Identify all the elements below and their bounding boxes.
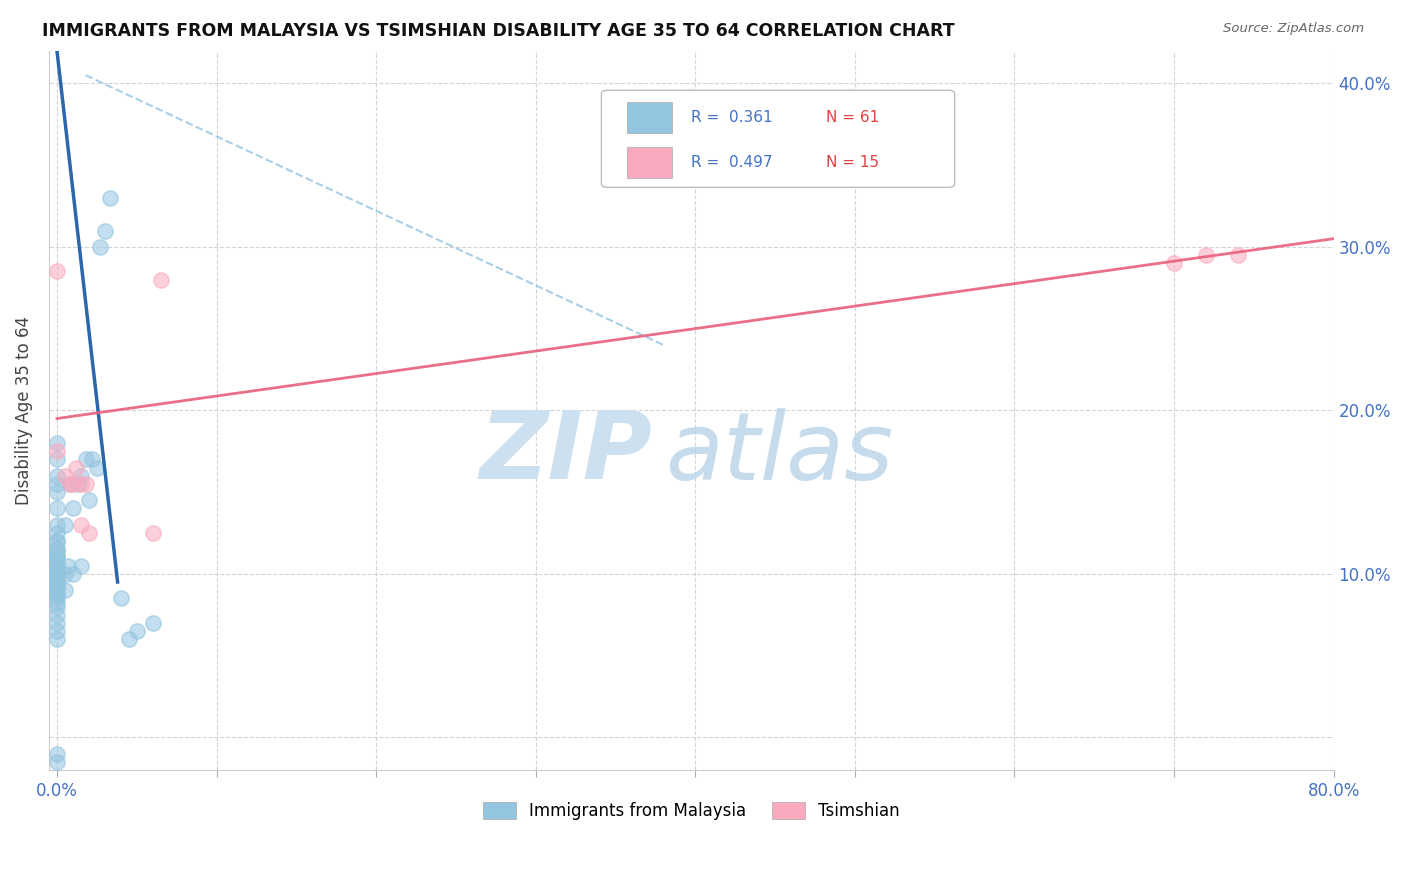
Point <box>66 476 89 491</box>
Point <box>70 476 93 491</box>
Point <box>46 436 69 450</box>
Point <box>46 554 69 568</box>
Point <box>46 588 69 602</box>
Point <box>46 468 69 483</box>
Point <box>86 460 108 475</box>
Text: ZIP: ZIP <box>479 408 652 500</box>
Point <box>70 558 93 573</box>
Point <box>110 591 132 606</box>
Point <box>46 747 69 761</box>
Point <box>46 550 69 565</box>
Point <box>59 476 82 491</box>
Point <box>46 591 69 606</box>
Point <box>80 452 103 467</box>
Bar <box>627 147 672 178</box>
Point <box>142 525 165 540</box>
Point <box>59 476 82 491</box>
Point <box>46 574 69 589</box>
Text: N = 15: N = 15 <box>827 155 879 170</box>
Point <box>46 580 69 594</box>
Point <box>75 452 97 467</box>
Point <box>62 566 84 581</box>
Point <box>46 574 69 589</box>
Point <box>53 566 76 581</box>
Text: R =  0.497: R = 0.497 <box>692 155 773 170</box>
Point <box>89 240 111 254</box>
Point <box>46 542 69 557</box>
Point <box>118 632 141 647</box>
Point <box>46 444 69 458</box>
Point <box>149 272 172 286</box>
Point <box>46 485 69 500</box>
Text: R =  0.361: R = 0.361 <box>692 111 773 126</box>
Point <box>62 476 84 491</box>
Point <box>65 460 87 475</box>
Point <box>53 517 76 532</box>
Point <box>53 468 76 483</box>
Point <box>70 468 93 483</box>
Point <box>46 607 69 622</box>
Point <box>62 501 84 516</box>
Point <box>46 599 69 614</box>
Point <box>46 264 69 278</box>
Point <box>46 624 69 638</box>
Point <box>98 191 121 205</box>
Point <box>70 517 93 532</box>
Point <box>77 525 100 540</box>
Point <box>46 566 69 581</box>
Point <box>46 566 69 581</box>
Point <box>46 755 69 769</box>
Point <box>46 566 69 581</box>
Point <box>46 534 69 549</box>
Point <box>53 583 76 598</box>
Point <box>94 223 117 237</box>
Text: atlas: atlas <box>665 408 894 499</box>
Point <box>46 586 69 600</box>
FancyBboxPatch shape <box>602 90 955 187</box>
Text: IMMIGRANTS FROM MALAYSIA VS TSIMSHIAN DISABILITY AGE 35 TO 64 CORRELATION CHART: IMMIGRANTS FROM MALAYSIA VS TSIMSHIAN DI… <box>42 22 955 40</box>
Point <box>46 550 69 565</box>
Point <box>46 564 69 578</box>
Point <box>46 615 69 630</box>
Point <box>46 632 69 647</box>
Point <box>46 452 69 467</box>
Bar <box>627 103 672 134</box>
Point <box>46 572 69 586</box>
Point <box>46 558 69 573</box>
Point <box>46 576 69 591</box>
Point <box>46 542 69 557</box>
Point <box>142 615 165 630</box>
Point <box>75 476 97 491</box>
Point <box>46 525 69 540</box>
Text: Source: ZipAtlas.com: Source: ZipAtlas.com <box>1223 22 1364 36</box>
Point <box>1163 256 1185 270</box>
Legend: Immigrants from Malaysia, Tsimshian: Immigrants from Malaysia, Tsimshian <box>477 795 907 826</box>
Y-axis label: Disability Age 35 to 64: Disability Age 35 to 64 <box>15 316 32 505</box>
Point <box>46 517 69 532</box>
Point <box>46 547 69 561</box>
Point <box>77 493 100 508</box>
Point <box>125 624 148 638</box>
Point <box>56 558 79 573</box>
Point <box>46 501 69 516</box>
Point <box>46 534 69 549</box>
Point <box>46 476 69 491</box>
Text: N = 61: N = 61 <box>827 111 879 126</box>
Point <box>46 583 69 598</box>
Point <box>46 583 69 598</box>
Point <box>1226 248 1249 262</box>
Point <box>1195 248 1218 262</box>
Point <box>46 558 69 573</box>
Point <box>46 596 69 610</box>
